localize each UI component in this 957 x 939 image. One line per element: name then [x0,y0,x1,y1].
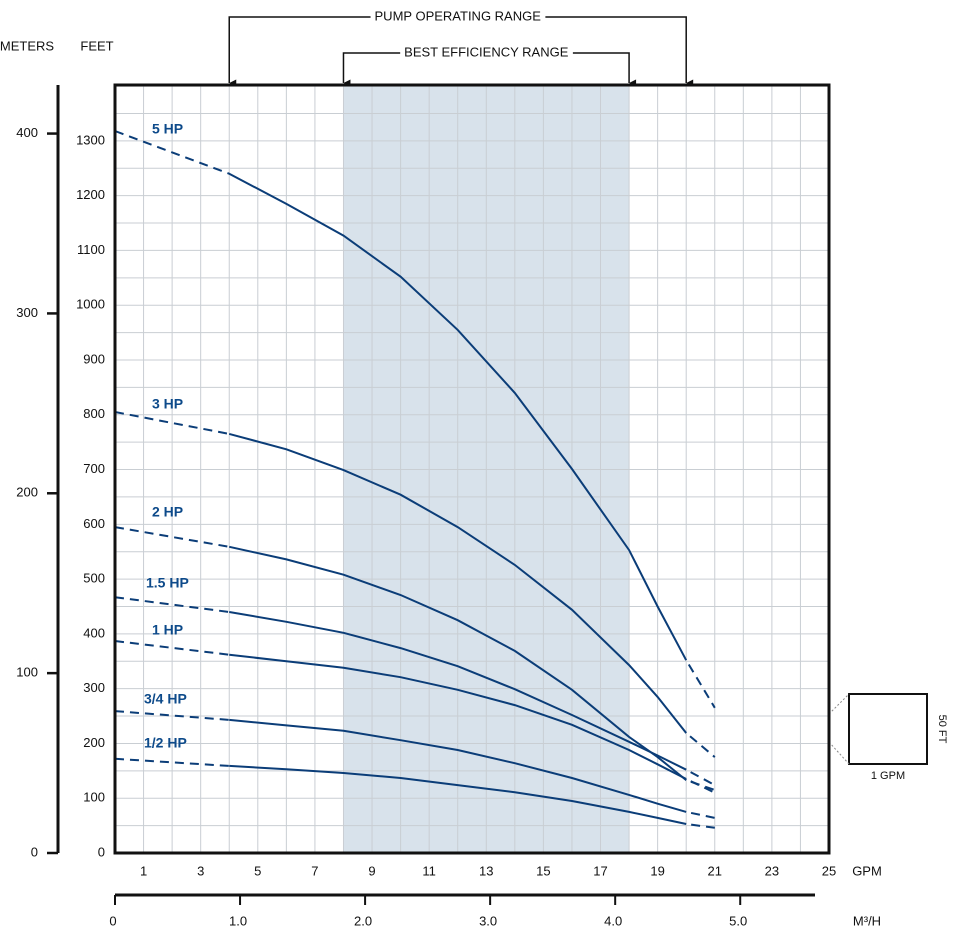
curve-label: 3 HP [152,396,183,412]
y2-tick-label: 200 [16,485,38,500]
x-tick-label: 3 [197,863,204,878]
y-tick-label: 300 [83,680,105,695]
y-tick-label: 200 [83,735,105,750]
x-axis-label: GPM [852,863,882,878]
curve-label: 1/2 HP [144,735,187,751]
y2-tick-label: 0 [31,844,38,859]
y-tick-label: 1000 [76,297,105,312]
curve-label: 5 HP [152,121,183,137]
x2-tick-label: 0 [109,913,116,928]
y-tick-label: 500 [83,571,105,586]
curve [114,596,716,786]
x-tick-label: 15 [536,863,550,878]
range-bracket [342,52,637,87]
y-tick-label: 1100 [77,242,105,257]
curve-label: 1.5 HP [146,575,189,591]
x-tick-label: 5 [254,863,261,878]
y-tick-label: 800 [83,406,105,421]
x-tick-label: 7 [311,863,318,878]
y2-tick-label: 400 [16,125,38,140]
y-tick-label: 100 [83,790,105,805]
x-tick-label: 9 [368,863,375,878]
curve-label: 3/4 HP [144,691,187,707]
curve-label: 1 HP [152,622,183,638]
x2-tick-label: 5.0 [729,913,747,928]
curve [114,526,716,791]
curve [114,710,716,819]
x-tick-label: 13 [479,863,493,878]
curve [114,130,716,709]
y-tick-label: 400 [83,625,105,640]
range-label: PUMP OPERATING RANGE [375,8,542,23]
scale-y-label: 50 FT [936,715,948,744]
x2-tick-label: 1.0 [229,913,247,928]
curve [114,640,716,794]
y-tick-label: 600 [83,516,105,531]
x-tick-label: 25 [822,863,836,878]
x-tick-label: 17 [593,863,607,878]
y-tick-label: 1200 [76,187,105,202]
y2-tick-label: 100 [16,665,38,680]
y-axis-label: FEET [80,38,113,53]
y2-axis-label: METERS [0,38,54,53]
range-bracket [228,16,694,87]
y2-tick-label: 300 [16,305,38,320]
scale-leader [828,741,850,765]
curve [114,757,715,829]
x-tick-label: 21 [708,863,722,878]
x-tick-label: 1 [140,863,147,878]
x2-tick-label: 2.0 [354,913,372,928]
range-label: BEST EFFICIENCY RANGE [404,44,569,59]
x-tick-label: 11 [422,863,436,878]
x-tick-label: 23 [765,863,779,878]
y-tick-label: 900 [83,351,105,366]
curve [114,411,716,758]
curve-label: 2 HP [152,504,183,520]
x2-tick-label: 4.0 [604,913,622,928]
scale-leader [828,693,850,715]
x-tick-label: 19 [650,863,664,878]
x2-axis-label: M³/H [853,913,881,928]
scale-box [848,693,928,765]
y-tick-label: 1300 [76,132,105,147]
scale-x-label: 1 GPM [871,770,905,782]
scale-inset: 1 GPM 50 FT [828,693,948,782]
y-tick-label: 0 [98,844,105,859]
x2-tick-label: 3.0 [479,913,497,928]
y-tick-label: 700 [83,461,105,476]
